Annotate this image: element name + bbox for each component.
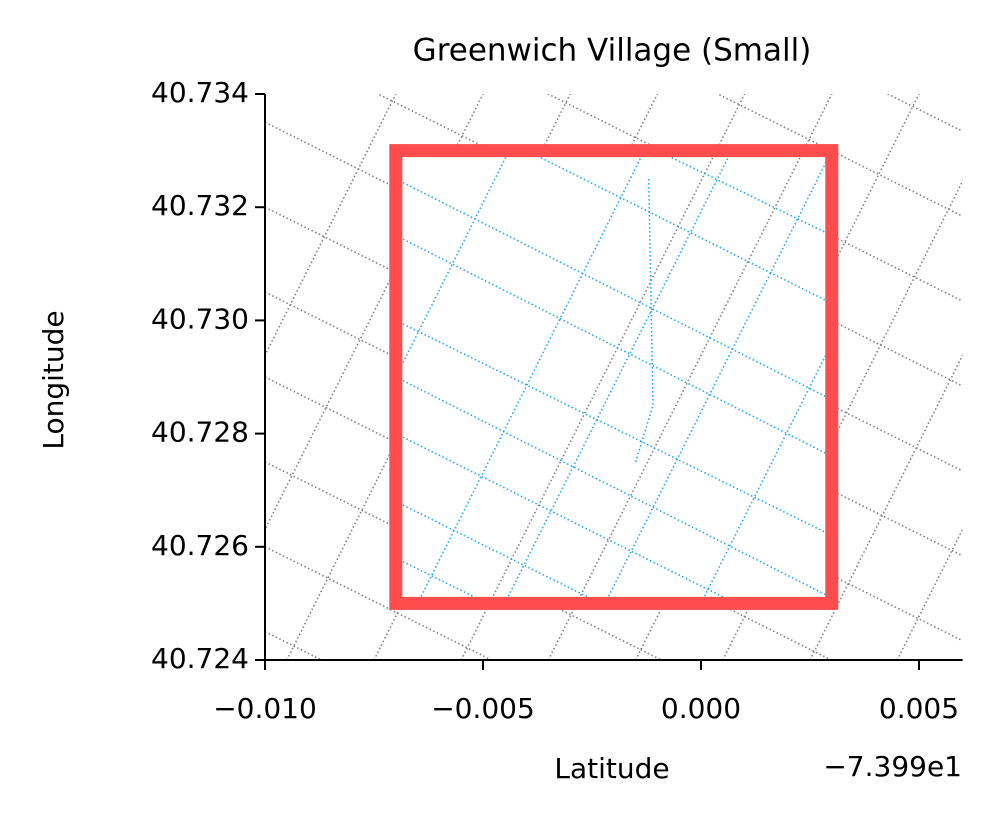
y-tick-label: 40.728: [151, 416, 249, 449]
y-tick-label: 40.730: [151, 302, 249, 335]
street: [376, 94, 963, 387]
y-tick-label: 40.732: [151, 189, 249, 222]
street: [265, 94, 484, 532]
x-tick-label: 0.000: [661, 692, 741, 725]
x-tick-label: −0.010: [213, 692, 317, 725]
street: [265, 376, 834, 660]
y-tick-label: 40.724: [151, 642, 249, 675]
outside-streets: [265, 94, 963, 660]
street: [657, 149, 833, 237]
x-offset-label: −7.399e1: [823, 750, 962, 783]
street: [547, 94, 833, 660]
street: [896, 527, 963, 660]
street: [604, 150, 833, 604]
street: [395, 319, 833, 537]
street: [395, 376, 833, 599]
y-axis-label: Longitude: [37, 310, 70, 449]
y-tick-label: 40.726: [151, 529, 249, 562]
street: [395, 500, 602, 605]
street: [395, 178, 833, 401]
street: [395, 557, 488, 605]
street: [286, 94, 571, 660]
x-tick-label: −0.005: [431, 692, 535, 725]
street: [700, 342, 833, 604]
x-tick-label: 0.005: [879, 692, 959, 725]
street: [416, 150, 646, 604]
street: [265, 121, 963, 472]
street: [460, 94, 746, 660]
street: [722, 179, 963, 660]
street: [634, 94, 920, 660]
street: [395, 432, 737, 605]
selection-box: [389, 144, 839, 610]
street: [373, 94, 659, 660]
street: [809, 353, 963, 660]
street: [265, 291, 963, 642]
street: [265, 206, 963, 557]
street: [395, 150, 510, 378]
x-axis-label: Latitude: [554, 752, 669, 785]
inside-streets: [395, 94, 833, 660]
street: [265, 94, 397, 358]
street: [526, 149, 833, 305]
street: [395, 234, 833, 457]
plot-area: [265, 94, 963, 660]
street: [634, 178, 654, 463]
y-tick-label: 40.734: [151, 76, 249, 109]
chart-title: Greenwich Village (Small): [413, 33, 812, 69]
street: [504, 150, 733, 604]
